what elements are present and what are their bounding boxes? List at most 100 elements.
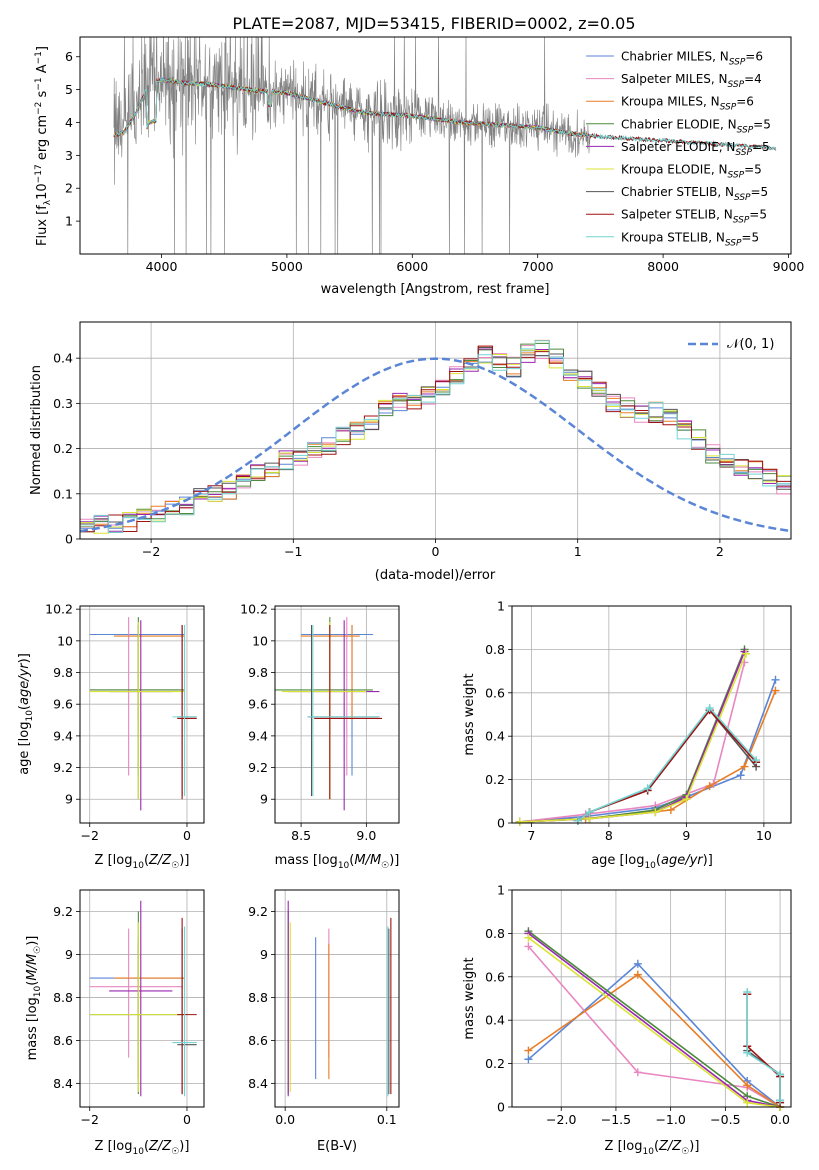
y-tick-label: 0.3 <box>53 396 73 411</box>
x-tick-label: −2 <box>81 828 99 843</box>
x-tick-label: 0.0 <box>770 1112 790 1127</box>
x-tick-label: 0.0 <box>275 1112 295 1127</box>
y-tick-label: 0 <box>497 1100 505 1115</box>
x-axis-label: mass [log10(M/M☉)] <box>275 853 400 871</box>
x-tick-label: 9000 <box>773 259 805 274</box>
y-tick-label: 8.8 <box>53 990 73 1005</box>
x-tick-label: 6000 <box>396 259 428 274</box>
y-tick-label: 10.2 <box>45 602 73 617</box>
y-tick-label: 9.2 <box>248 760 268 775</box>
plot-frame <box>274 605 400 824</box>
x-tick-label: −2.0 <box>546 1112 576 1127</box>
x-tick-label: −1.0 <box>655 1112 685 1127</box>
series-marker <box>743 1048 752 1057</box>
series-marker <box>771 675 780 684</box>
y-tick-label: 9 <box>65 947 73 962</box>
y-tick-label: 4 <box>65 115 73 130</box>
x-tick-label: −2 <box>142 544 160 559</box>
y-tick-label: 9.6 <box>53 697 73 712</box>
y-axis-label: Flux [fλ10−17 erg cm−2 s−1 A−1] <box>34 46 53 246</box>
plot-frame <box>511 889 792 1108</box>
x-tick-label: 8.5 <box>291 828 311 843</box>
legend-entry: Kroupa STELIB, NSSP=5 <box>621 230 759 248</box>
axes-weight-vs-Z: −2.0 −1.5 −1.0 −0.5 0.0 0 0.2 0.4 0.6 0.8 1 mass we… <box>462 883 792 1157</box>
x-axis-label: age [log10(age/yr)] <box>591 853 713 871</box>
y-axis-label: mass weight <box>462 957 477 1039</box>
legend-entry: Salpeter ELODIE, NSSP=5 <box>621 140 770 158</box>
series-marker <box>524 1046 533 1055</box>
x-tick-label: 4000 <box>146 259 178 274</box>
y-tick-label: 9 <box>65 792 73 807</box>
axes-residuals: −2 −1 0 1 2 0 0.1 0.2 0.3 0.4 𝒩(0, 1) (data-model)/… <box>29 321 792 583</box>
legend-entry: Chabrier ELODIE, NSSP=5 <box>621 117 771 135</box>
series-line <box>527 973 781 1108</box>
x-tick-label: 10 <box>756 828 772 843</box>
y-tick-label: 0.4 <box>485 1013 505 1028</box>
y-tick-label: 1 <box>497 883 505 898</box>
y-axis-label: Normed distribution <box>29 365 44 495</box>
y-tick-label: 10.2 <box>240 602 268 617</box>
legend-entry: Kroupa ELODIE, NSSP=5 <box>621 163 762 181</box>
x-tick-label: −0.5 <box>710 1112 740 1127</box>
y-tick-label: 8.6 <box>248 1033 268 1048</box>
x-axis-label: Z [log10(Z/Z☉)] <box>95 853 190 871</box>
x-tick-label: 2 <box>716 544 724 559</box>
x-tick-label: 5000 <box>271 259 303 274</box>
y-tick-label: 1 <box>65 214 73 229</box>
y-tick-label: 5 <box>65 82 73 97</box>
x-tick-label: −1.5 <box>601 1112 631 1127</box>
series-marker <box>740 762 749 771</box>
y-tick-label: 10 <box>252 633 268 648</box>
legend-normal-label: 𝒩(0, 1) <box>727 337 774 352</box>
series-marker <box>651 808 660 817</box>
x-tick-label: 0 <box>183 1112 191 1127</box>
series-line <box>746 994 781 1103</box>
x-tick-label: 8 <box>605 828 613 843</box>
series-line <box>527 945 781 1108</box>
x-tick-label: 0.1 <box>377 1112 397 1127</box>
normal-curve <box>80 357 791 533</box>
series-line <box>746 992 781 1101</box>
y-tick-label: 0 <box>497 816 505 831</box>
x-axis-label: E(B-V) <box>317 1139 357 1154</box>
y-tick-label: 9 <box>260 792 268 807</box>
y-tick-label: 1 <box>497 599 505 614</box>
series-marker <box>743 1081 752 1090</box>
y-tick-label: 8.8 <box>248 990 268 1005</box>
y-tick-label: 2 <box>65 181 73 196</box>
y-tick-label: 6 <box>65 49 73 64</box>
series-marker <box>743 987 752 996</box>
y-tick-label: 8.4 <box>53 1076 73 1091</box>
y-tick-label: 0.8 <box>485 642 505 657</box>
x-tick-label: 7 <box>527 828 535 843</box>
plot-frame <box>79 321 792 540</box>
x-tick-label: 9 <box>682 828 690 843</box>
series-marker <box>633 1068 642 1077</box>
histogram-step <box>80 345 791 533</box>
y-tick-label: 9 <box>260 947 268 962</box>
series-marker <box>705 703 714 712</box>
legend-entry: Chabrier STELIB, NSSP=5 <box>621 185 768 203</box>
series-marker <box>742 649 751 658</box>
series-marker <box>682 795 691 804</box>
plot-frame <box>79 36 792 255</box>
series-marker <box>633 970 642 979</box>
histogram-step <box>80 340 791 533</box>
plot-frame <box>79 605 205 824</box>
series-marker <box>643 784 652 793</box>
y-axis-label: age [log10(age/yr)] <box>17 653 35 775</box>
axes-spectrum: 4000 5000 6000 7000 8000 9000 1 2 3 4 5 6 Chabrier M… <box>34 36 805 297</box>
observed-spectrum <box>113 37 591 254</box>
y-tick-label: 9.2 <box>53 904 73 919</box>
legend-entry: Kroupa MILES, NSSP=6 <box>621 95 754 113</box>
y-axis-label: mass weight <box>462 673 477 755</box>
series-line <box>519 679 777 823</box>
y-tick-label: 9.4 <box>53 728 73 743</box>
x-tick-label: −1 <box>284 544 302 559</box>
y-tick-label: 0.6 <box>485 685 505 700</box>
x-tick-label: 0 <box>183 828 191 843</box>
y-tick-label: 0.2 <box>485 1056 505 1071</box>
y-tick-label: 0.8 <box>485 926 505 941</box>
